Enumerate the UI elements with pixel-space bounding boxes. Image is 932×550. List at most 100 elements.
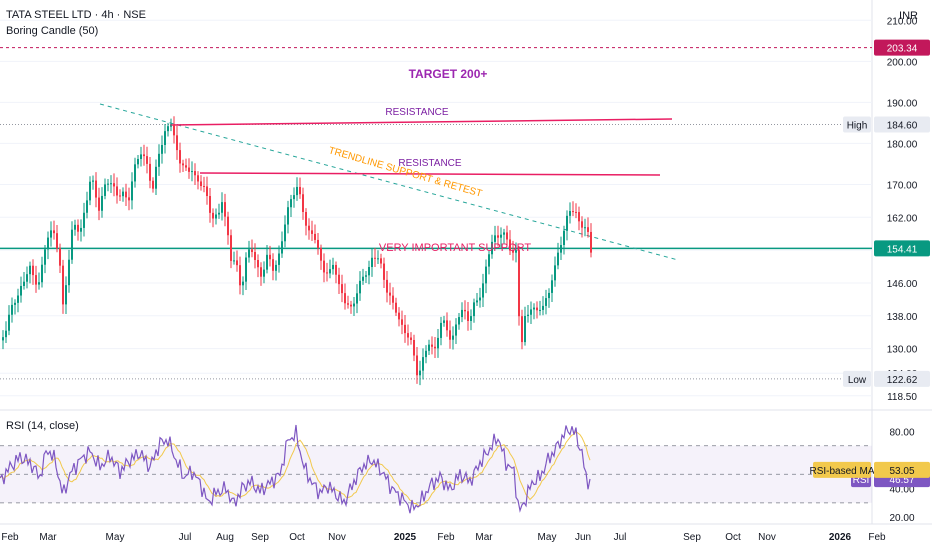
candle-body: [149, 163, 151, 181]
candle-body: [245, 257, 247, 282]
candle-body: [491, 241, 493, 255]
rsi-value: 53.05: [889, 466, 914, 477]
level-tag-badge: [843, 116, 871, 133]
candle-body: [38, 282, 40, 285]
candle-body: [470, 316, 472, 322]
candle-body: [209, 196, 211, 213]
candle-body: [203, 186, 205, 188]
candle-body: [176, 135, 178, 151]
level-badge: [874, 370, 930, 387]
candle-body: [566, 215, 568, 231]
candle-body: [266, 254, 268, 270]
price-tick-label: 180.00: [887, 139, 918, 150]
candle-body: [206, 186, 208, 197]
level-tag: Low: [848, 375, 867, 386]
currency-label[interactable]: INR: [899, 10, 918, 22]
candle-body: [590, 231, 592, 253]
candle-body: [539, 309, 541, 311]
time-tick-label: Oct: [289, 532, 305, 543]
candle-body: [92, 180, 94, 182]
candle-body: [179, 150, 181, 164]
candle-body: [443, 320, 445, 323]
candle-body: [5, 330, 7, 338]
resistance-annotation-upper: RESISTANCE: [385, 107, 448, 118]
candle-body: [227, 216, 229, 236]
candle-body: [575, 211, 577, 213]
candle-body: [257, 259, 259, 268]
candle-body: [182, 163, 184, 166]
candle-body: [341, 284, 343, 294]
rsi-title[interactable]: RSI (14, close): [6, 420, 79, 432]
candle-body: [584, 227, 586, 229]
rsi-series-name: RSI: [853, 475, 870, 486]
candle-body: [578, 212, 580, 222]
rsi-pane[interactable]: 20.00 40.00 80.00 RSI 46.57 RSI-based MA 53.0…: [0, 424, 930, 524]
candle-body: [437, 337, 439, 349]
candle-body: [551, 280, 553, 293]
candle-body: [587, 227, 589, 232]
candle-body: [446, 320, 448, 331]
price-tick-label: 130.00: [887, 345, 918, 356]
candle-body: [299, 186, 301, 195]
candle-body: [236, 260, 238, 266]
candle-body: [71, 229, 73, 260]
candle-body: [407, 333, 409, 338]
candle-body: [287, 207, 289, 225]
candle-body: [2, 337, 4, 341]
rsi-tick-label: 40.00: [889, 485, 914, 496]
candle-body: [392, 295, 394, 303]
candle-body: [77, 224, 79, 232]
candle-body: [365, 275, 367, 277]
candle-body: [548, 292, 550, 299]
indicator-title[interactable]: Boring Candle (50): [6, 25, 99, 37]
candle-body: [581, 221, 583, 228]
price-pane[interactable]: [0, 0, 872, 410]
candle-body: [275, 264, 277, 271]
candle-body: [173, 125, 175, 136]
candle-body: [500, 234, 502, 238]
candle-body: [23, 281, 25, 286]
price-grid: [0, 19, 872, 397]
candle-body: [338, 274, 340, 285]
resistance-line-upper[interactable]: [169, 118, 673, 126]
resistance-line-lower[interactable]: [199, 172, 661, 176]
candle-body: [395, 302, 397, 313]
rsi-line: [0, 424, 591, 514]
candle-body: [218, 212, 220, 215]
candle-body: [404, 324, 406, 334]
candle-body: [488, 254, 490, 267]
candle-body: [434, 346, 436, 349]
candle-body: [419, 370, 421, 376]
price-tick-label: 138.00: [887, 312, 918, 323]
candle-body: [188, 167, 190, 172]
candle-body: [272, 259, 274, 271]
candle-body: [143, 154, 145, 157]
candle-body: [356, 293, 358, 304]
time-tick-label: Nov: [758, 532, 776, 543]
price-tick-label: 170.00: [887, 180, 918, 191]
candle-body: [398, 312, 400, 320]
candle-body: [14, 302, 16, 305]
candle-body: [383, 263, 385, 280]
time-tick-label: May: [106, 532, 125, 543]
candle-body: [311, 230, 313, 234]
candle-body: [197, 175, 199, 182]
candle-body: [413, 339, 415, 356]
chart-symbol-title[interactable]: TATA STEEL LTD · 4h · NSE: [6, 9, 146, 21]
candle-body: [458, 317, 460, 325]
candle-body: [62, 265, 64, 305]
candle-body: [536, 307, 538, 311]
candle-body: [242, 281, 244, 286]
candle-body: [26, 274, 28, 282]
candle-body: [563, 230, 565, 246]
candle-body: [65, 285, 67, 305]
candle-body: [74, 224, 76, 230]
price-tick-label: 190.00: [887, 98, 918, 109]
candle-body: [518, 250, 520, 317]
candle-body: [185, 165, 187, 168]
candle-body: [521, 316, 523, 343]
candle-body: [362, 276, 364, 281]
candle-body: [476, 300, 478, 303]
candle-body: [251, 249, 253, 253]
